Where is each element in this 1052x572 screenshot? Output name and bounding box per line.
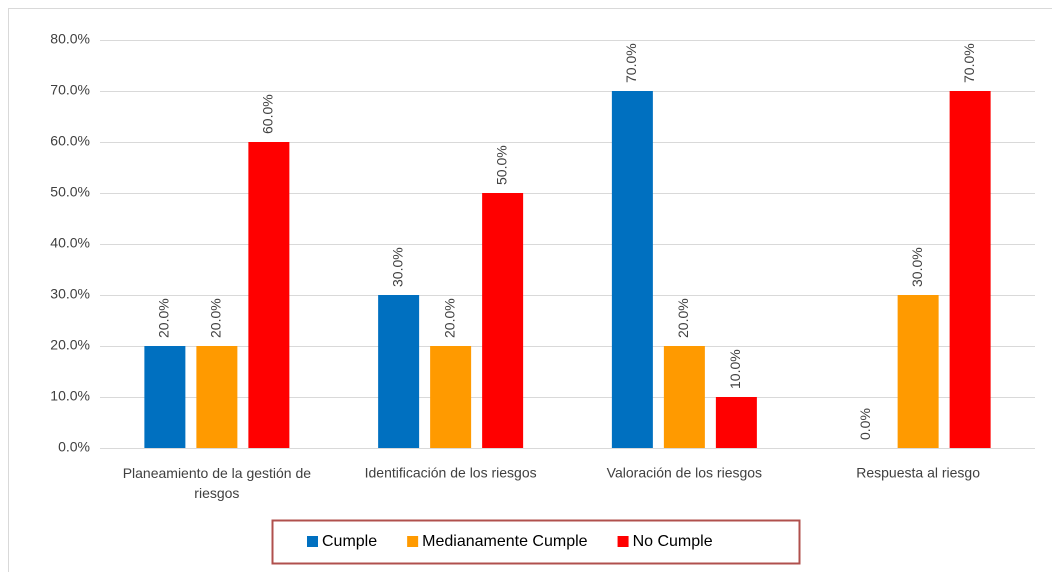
bar <box>430 346 472 448</box>
bar <box>378 295 420 448</box>
data-label: 70.0% <box>623 43 639 83</box>
bar <box>897 295 939 448</box>
y-tick-label: 30.0% <box>50 286 90 302</box>
y-tick-label: 20.0% <box>50 337 90 353</box>
bar <box>196 346 238 448</box>
legend-swatch <box>407 536 419 547</box>
y-tick-label: 80.0% <box>50 31 90 47</box>
y-tick-label: 50.0% <box>50 184 90 200</box>
bar <box>248 142 290 448</box>
bar <box>663 346 705 448</box>
data-label: 70.0% <box>961 43 977 83</box>
y-tick-label: 0.0% <box>58 439 90 455</box>
y-tick-label: 70.0% <box>50 82 90 98</box>
legend-label: Cumple <box>322 533 377 550</box>
data-label: 20.0% <box>208 298 224 338</box>
x-tick-label: Identificación de los riesgos <box>365 465 537 481</box>
data-label: 30.0% <box>909 247 925 287</box>
data-label: 20.0% <box>675 298 691 338</box>
data-label: 0.0% <box>857 408 873 440</box>
legend-swatch <box>617 536 629 547</box>
data-label: 10.0% <box>727 349 743 389</box>
legend-label: No Cumple <box>633 533 713 550</box>
bar <box>949 91 991 448</box>
data-label: 20.0% <box>156 298 172 338</box>
legend-box <box>271 519 801 565</box>
legend-label: Medianamente Cumple <box>422 533 588 550</box>
legend-swatch <box>307 536 318 547</box>
data-label: 30.0% <box>389 247 405 287</box>
bar <box>144 346 186 448</box>
chart-border <box>8 8 1052 572</box>
x-tick-label: Planeamiento de la gestión de riesgos <box>123 465 312 501</box>
y-tick-label: 60.0% <box>50 133 90 149</box>
x-tick-label: Valoración de los riesgos <box>607 465 762 481</box>
y-tick-label: 10.0% <box>50 388 90 404</box>
y-tick-label: 40.0% <box>50 235 90 251</box>
x-tick-label: Respuesta al riesgo <box>856 465 980 481</box>
data-label: 60.0% <box>260 94 276 134</box>
data-label: 50.0% <box>493 145 509 185</box>
data-label: 20.0% <box>441 298 457 338</box>
bar <box>715 397 757 448</box>
bar <box>611 91 653 448</box>
bar <box>482 193 524 448</box>
